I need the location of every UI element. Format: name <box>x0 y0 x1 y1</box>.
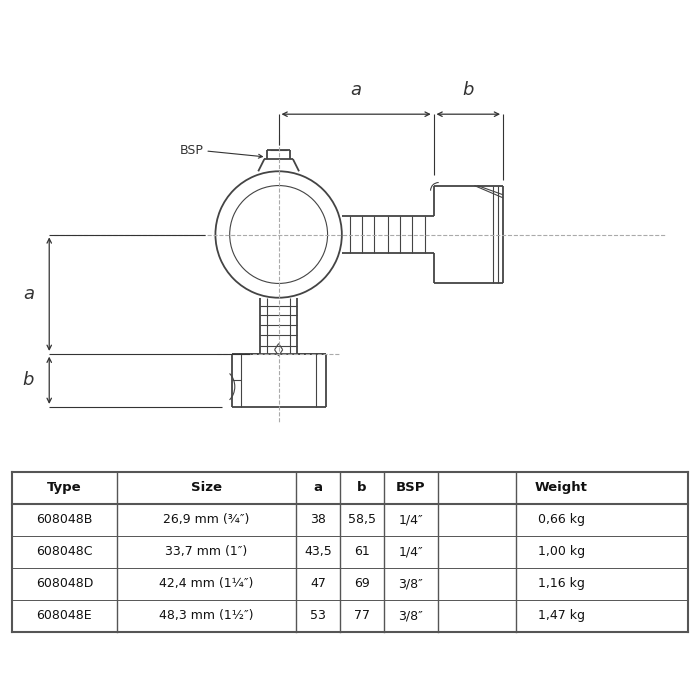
Text: 608048E: 608048E <box>36 609 92 622</box>
Text: BSP: BSP <box>179 144 203 158</box>
Text: 0,66 kg: 0,66 kg <box>538 513 584 526</box>
Text: 1/4″: 1/4″ <box>398 545 424 558</box>
Text: 26,9 mm (¾″): 26,9 mm (¾″) <box>163 513 249 526</box>
Text: 43,5: 43,5 <box>304 545 332 558</box>
Text: b: b <box>463 81 474 99</box>
Text: 58,5: 58,5 <box>348 513 376 526</box>
Text: 3/8″: 3/8″ <box>398 609 424 622</box>
Text: 77: 77 <box>354 609 370 622</box>
Text: Size: Size <box>191 481 222 494</box>
Text: 608048B: 608048B <box>36 513 92 526</box>
Text: Type: Type <box>47 481 82 494</box>
Text: 42,4 mm (1¼″): 42,4 mm (1¼″) <box>159 578 253 590</box>
Text: b: b <box>357 481 367 494</box>
Text: 1,00 kg: 1,00 kg <box>538 545 584 558</box>
Text: 38: 38 <box>310 513 326 526</box>
Text: a: a <box>351 81 362 99</box>
Text: 1,47 kg: 1,47 kg <box>538 609 584 622</box>
Text: 69: 69 <box>354 578 370 590</box>
Text: 1/4″: 1/4″ <box>398 513 424 526</box>
Text: 61: 61 <box>354 545 370 558</box>
Text: 608048C: 608048C <box>36 545 92 558</box>
Text: 608048D: 608048D <box>36 578 93 590</box>
Text: a: a <box>23 285 34 303</box>
Text: BSP: BSP <box>396 481 426 494</box>
Text: 33,7 mm (1″): 33,7 mm (1″) <box>165 545 248 558</box>
Text: 1,16 kg: 1,16 kg <box>538 578 584 590</box>
Text: Weight: Weight <box>535 481 588 494</box>
Text: 3/8″: 3/8″ <box>398 578 424 590</box>
Text: 48,3 mm (1½″): 48,3 mm (1½″) <box>159 609 253 622</box>
Text: b: b <box>22 371 34 389</box>
Text: a: a <box>314 481 323 494</box>
Text: 47: 47 <box>310 578 326 590</box>
Text: 53: 53 <box>310 609 326 622</box>
